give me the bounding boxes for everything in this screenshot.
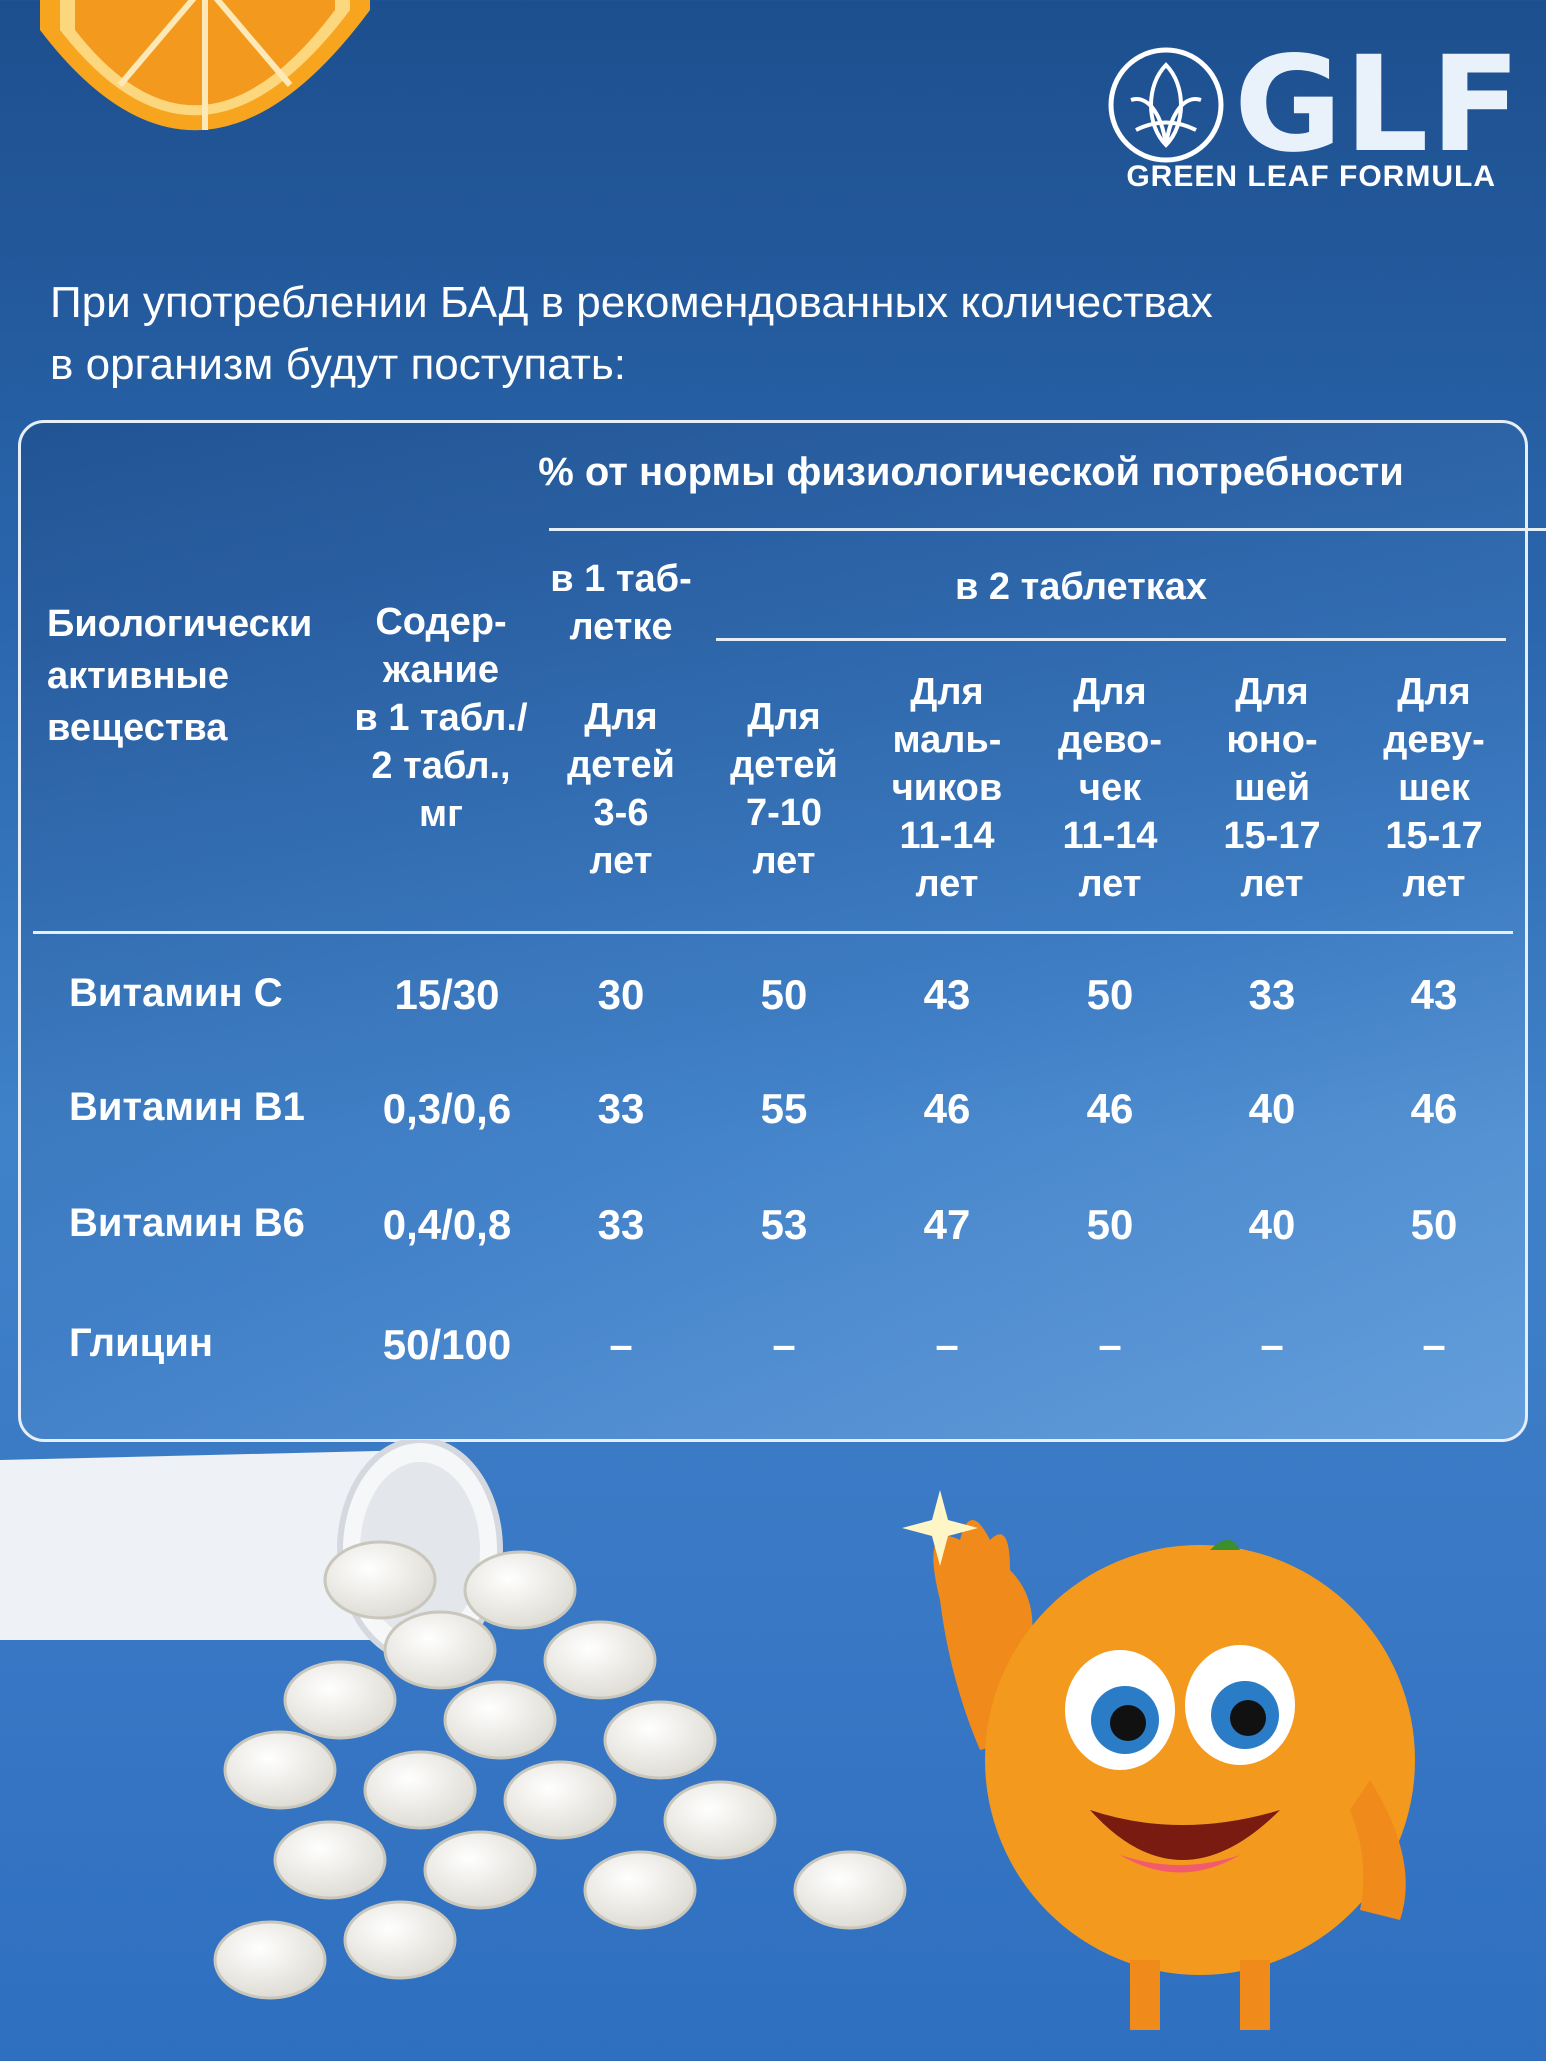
- header-age-7-10: Для детей 7-10 лет: [730, 696, 838, 882]
- header-age-young-women-15-17: Для деву- шек 15-17 лет: [1383, 671, 1485, 905]
- row-name: Витамин В1: [69, 1085, 305, 1129]
- row-content: 0,3/0,6: [382, 1085, 512, 1132]
- row-value: 30: [597, 971, 645, 1018]
- orange-slice-image: [40, 0, 370, 130]
- header-substance: Биологически активные вещества: [47, 603, 313, 749]
- row-value: 46: [923, 1085, 971, 1132]
- row-value: 33: [597, 1085, 645, 1132]
- row-value: –: [935, 1321, 959, 1368]
- row-value: 50: [1086, 1201, 1134, 1248]
- brand-tagline: GREEN LEAF FORMULA: [1126, 160, 1496, 193]
- header-norm: % от нормы физиологической потребности: [538, 450, 1404, 494]
- row-value: 33: [1248, 971, 1296, 1018]
- row-content: 15/30: [394, 971, 500, 1018]
- row-value: –: [1260, 1321, 1284, 1368]
- brand-logo: GLF GREEN LEAF FORMULA: [1106, 39, 1521, 210]
- row-value: –: [772, 1321, 796, 1368]
- header-age-young-men-15-17: Для юно- шей 15-17 лет: [1223, 671, 1321, 905]
- divider-norm: [549, 528, 1546, 531]
- row-content: 0,4/0,8: [382, 1201, 512, 1248]
- divider-header: [33, 931, 1513, 934]
- row-value: 43: [1410, 971, 1458, 1018]
- row-name: Витамин В6: [69, 1201, 305, 1245]
- row-value: 50: [1086, 971, 1134, 1018]
- pills-bottle-image: [0, 1440, 907, 2000]
- row-value: 47: [923, 1201, 971, 1248]
- header-age-boys-11-14: Для маль- чиков 11-14 лет: [891, 671, 1003, 905]
- row-name: Глицин: [69, 1321, 214, 1365]
- row-value: 50: [760, 971, 808, 1018]
- row-value: 40: [1248, 1085, 1296, 1132]
- header-age-3-6: Для детей 3-6 лет: [567, 696, 675, 882]
- header-one-tablet: в 1 таб- летке: [550, 558, 692, 648]
- row-value: 46: [1410, 1085, 1458, 1132]
- row-value: 40: [1248, 1201, 1296, 1248]
- row-value: 50: [1410, 1201, 1458, 1248]
- intro-line-2: в организм будут поступать:: [50, 340, 627, 389]
- row-name: Витамин С: [69, 971, 283, 1015]
- divider-two-tablets: [716, 638, 1506, 641]
- row-value: 53: [760, 1201, 808, 1248]
- row-value: –: [1422, 1321, 1446, 1368]
- row-value: 46: [1086, 1085, 1134, 1132]
- header-age-girls-11-14: Для дево- чек 11-14 лет: [1058, 671, 1162, 905]
- leaf-emblem-icon: [1108, 47, 1224, 163]
- row-value: 43: [923, 971, 971, 1018]
- brand-letters: GLF: [1234, 28, 1523, 182]
- header-content: Содер- жание в 1 табл./ 2 табл., мг: [354, 601, 528, 835]
- nutrition-table: % от нормы физиологической потребности Б…: [18, 420, 1546, 1442]
- row-value: 55: [760, 1085, 808, 1132]
- orange-mascot-image: [902, 1490, 1415, 2030]
- intro-line-1: При употреблении БАД в рекомендованных к…: [50, 278, 1213, 327]
- row-value: –: [609, 1321, 633, 1368]
- intro-text: При употреблении БАД в рекомендованных к…: [50, 272, 1450, 396]
- row-value: 33: [597, 1201, 645, 1248]
- row-value: –: [1098, 1321, 1122, 1368]
- header-two-tablets: в 2 таблетках: [954, 566, 1208, 608]
- row-content: 50/100: [382, 1321, 512, 1368]
